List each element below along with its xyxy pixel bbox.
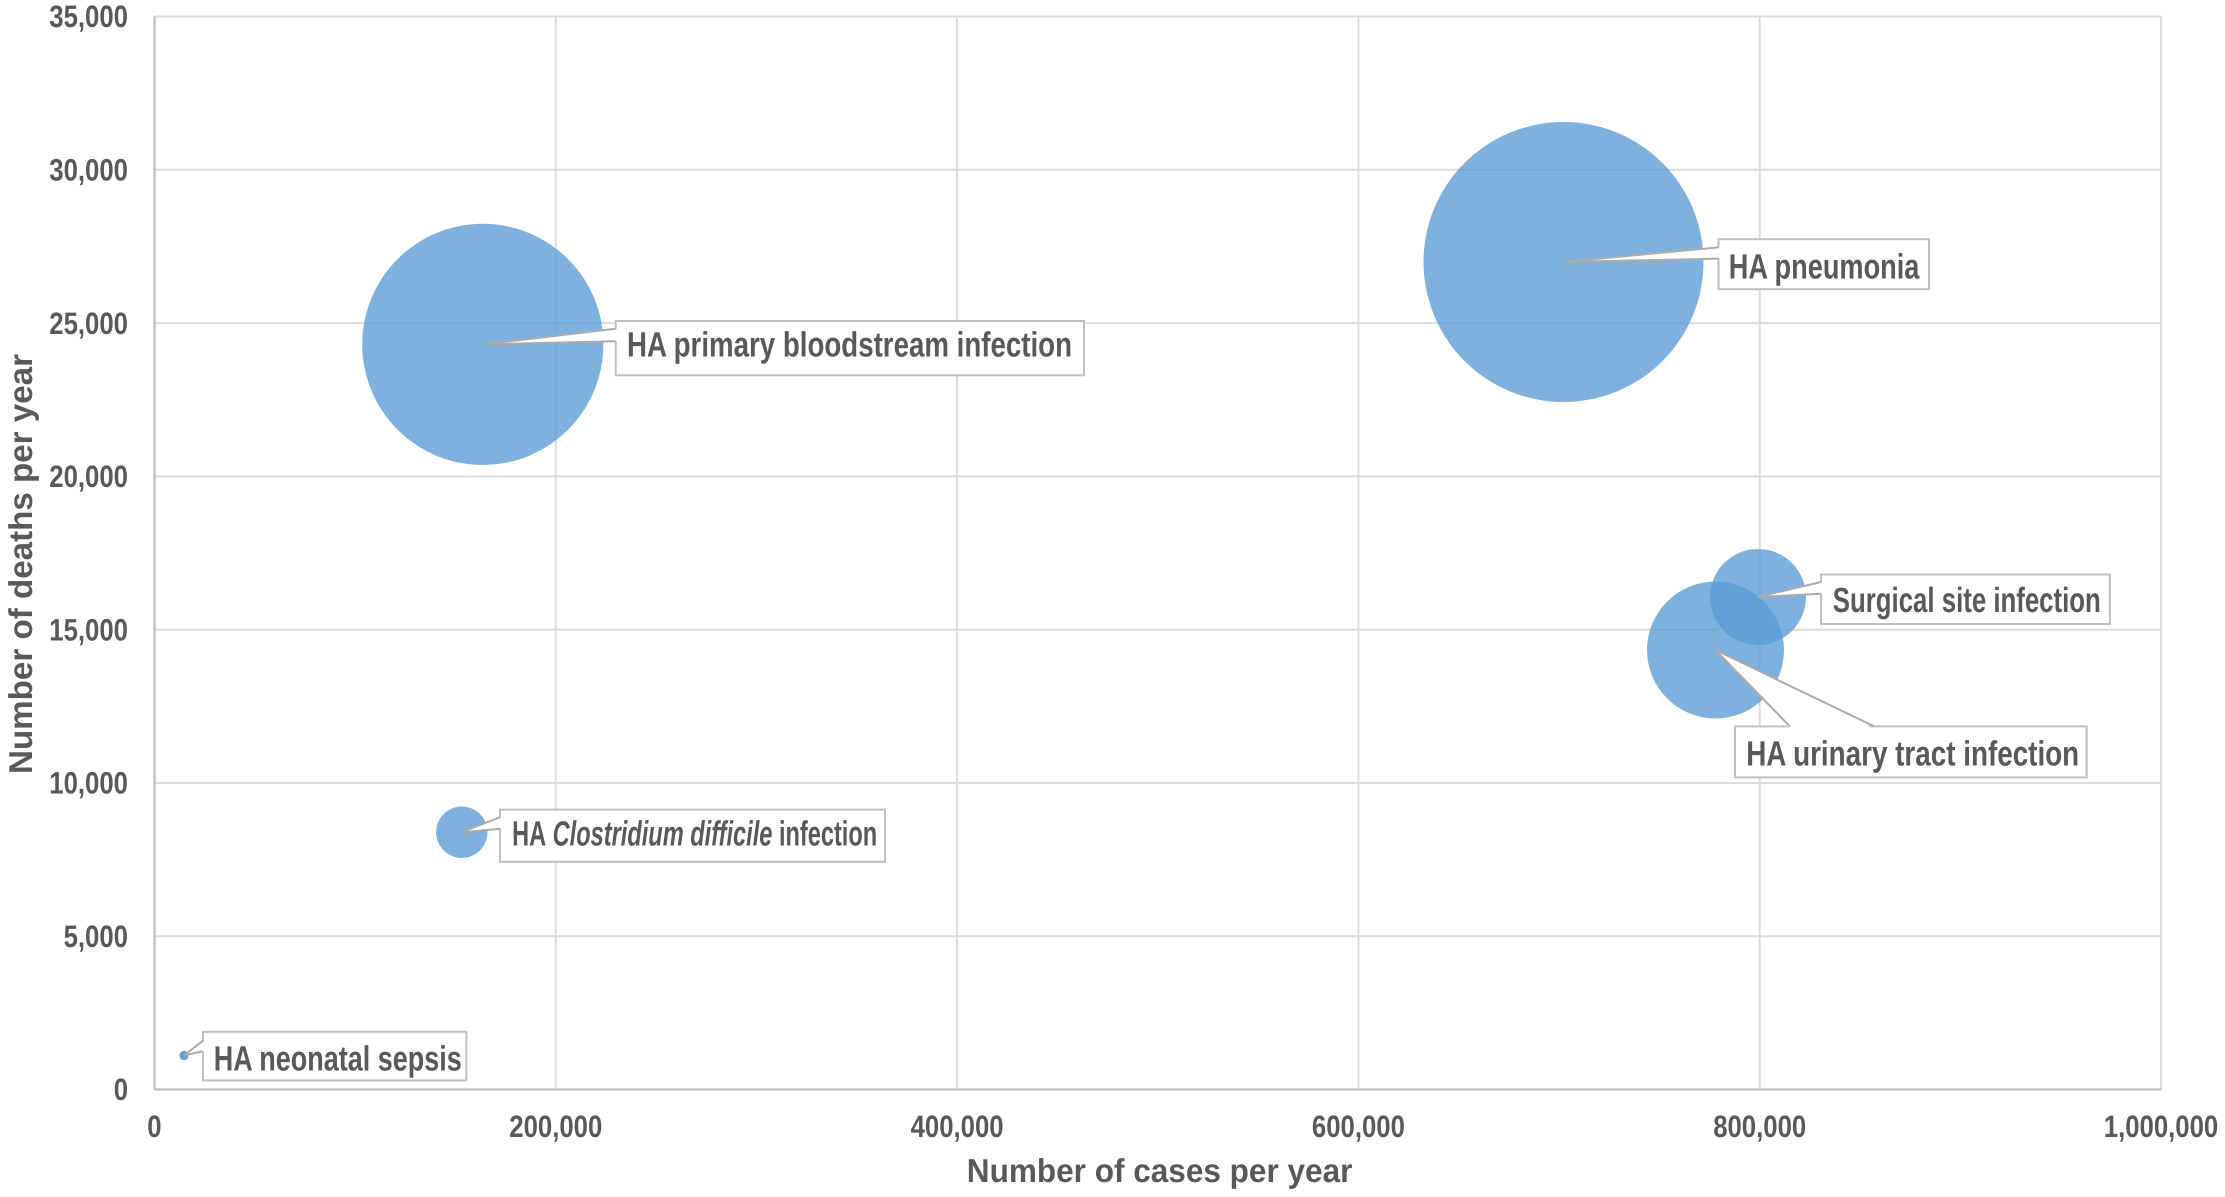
svg-text:infection: infection [779, 815, 877, 854]
svg-text:35,000: 35,000 [49, 0, 128, 34]
svg-text:5,000: 5,000 [64, 919, 128, 954]
svg-text:HA urinary tract infection: HA urinary tract infection [1746, 735, 2079, 774]
svg-text:400,000: 400,000 [911, 1109, 1004, 1144]
svg-text:800,000: 800,000 [1713, 1109, 1806, 1144]
svg-text:Number of deaths per year: Number of deaths per year [2, 354, 39, 774]
svg-text:200,000: 200,000 [509, 1109, 602, 1144]
svg-text:HA primary bloodstream infecti: HA primary bloodstream infection [627, 326, 1072, 365]
svg-text:1,000,000: 1,000,000 [2104, 1109, 2218, 1144]
svg-text:HA neonatal sepsis: HA neonatal sepsis [214, 1039, 462, 1078]
svg-text:Clostridium difficile: Clostridium difficile [553, 815, 773, 854]
svg-text:25,000: 25,000 [49, 306, 128, 341]
svg-text:600,000: 600,000 [1312, 1109, 1405, 1144]
svg-text:HA: HA [512, 815, 546, 854]
svg-text:HA pneumonia: HA pneumonia [1729, 247, 1920, 286]
svg-text:Number of cases per year: Number of cases per year [967, 1152, 1353, 1189]
svg-text:Surgical site infection: Surgical site infection [1833, 581, 2101, 620]
svg-text:30,000: 30,000 [49, 153, 128, 188]
svg-text:10,000: 10,000 [49, 766, 128, 801]
svg-text:0: 0 [114, 1072, 128, 1107]
svg-text:0: 0 [147, 1109, 161, 1144]
svg-text:15,000: 15,000 [49, 612, 128, 647]
svg-text:20,000: 20,000 [49, 459, 128, 494]
